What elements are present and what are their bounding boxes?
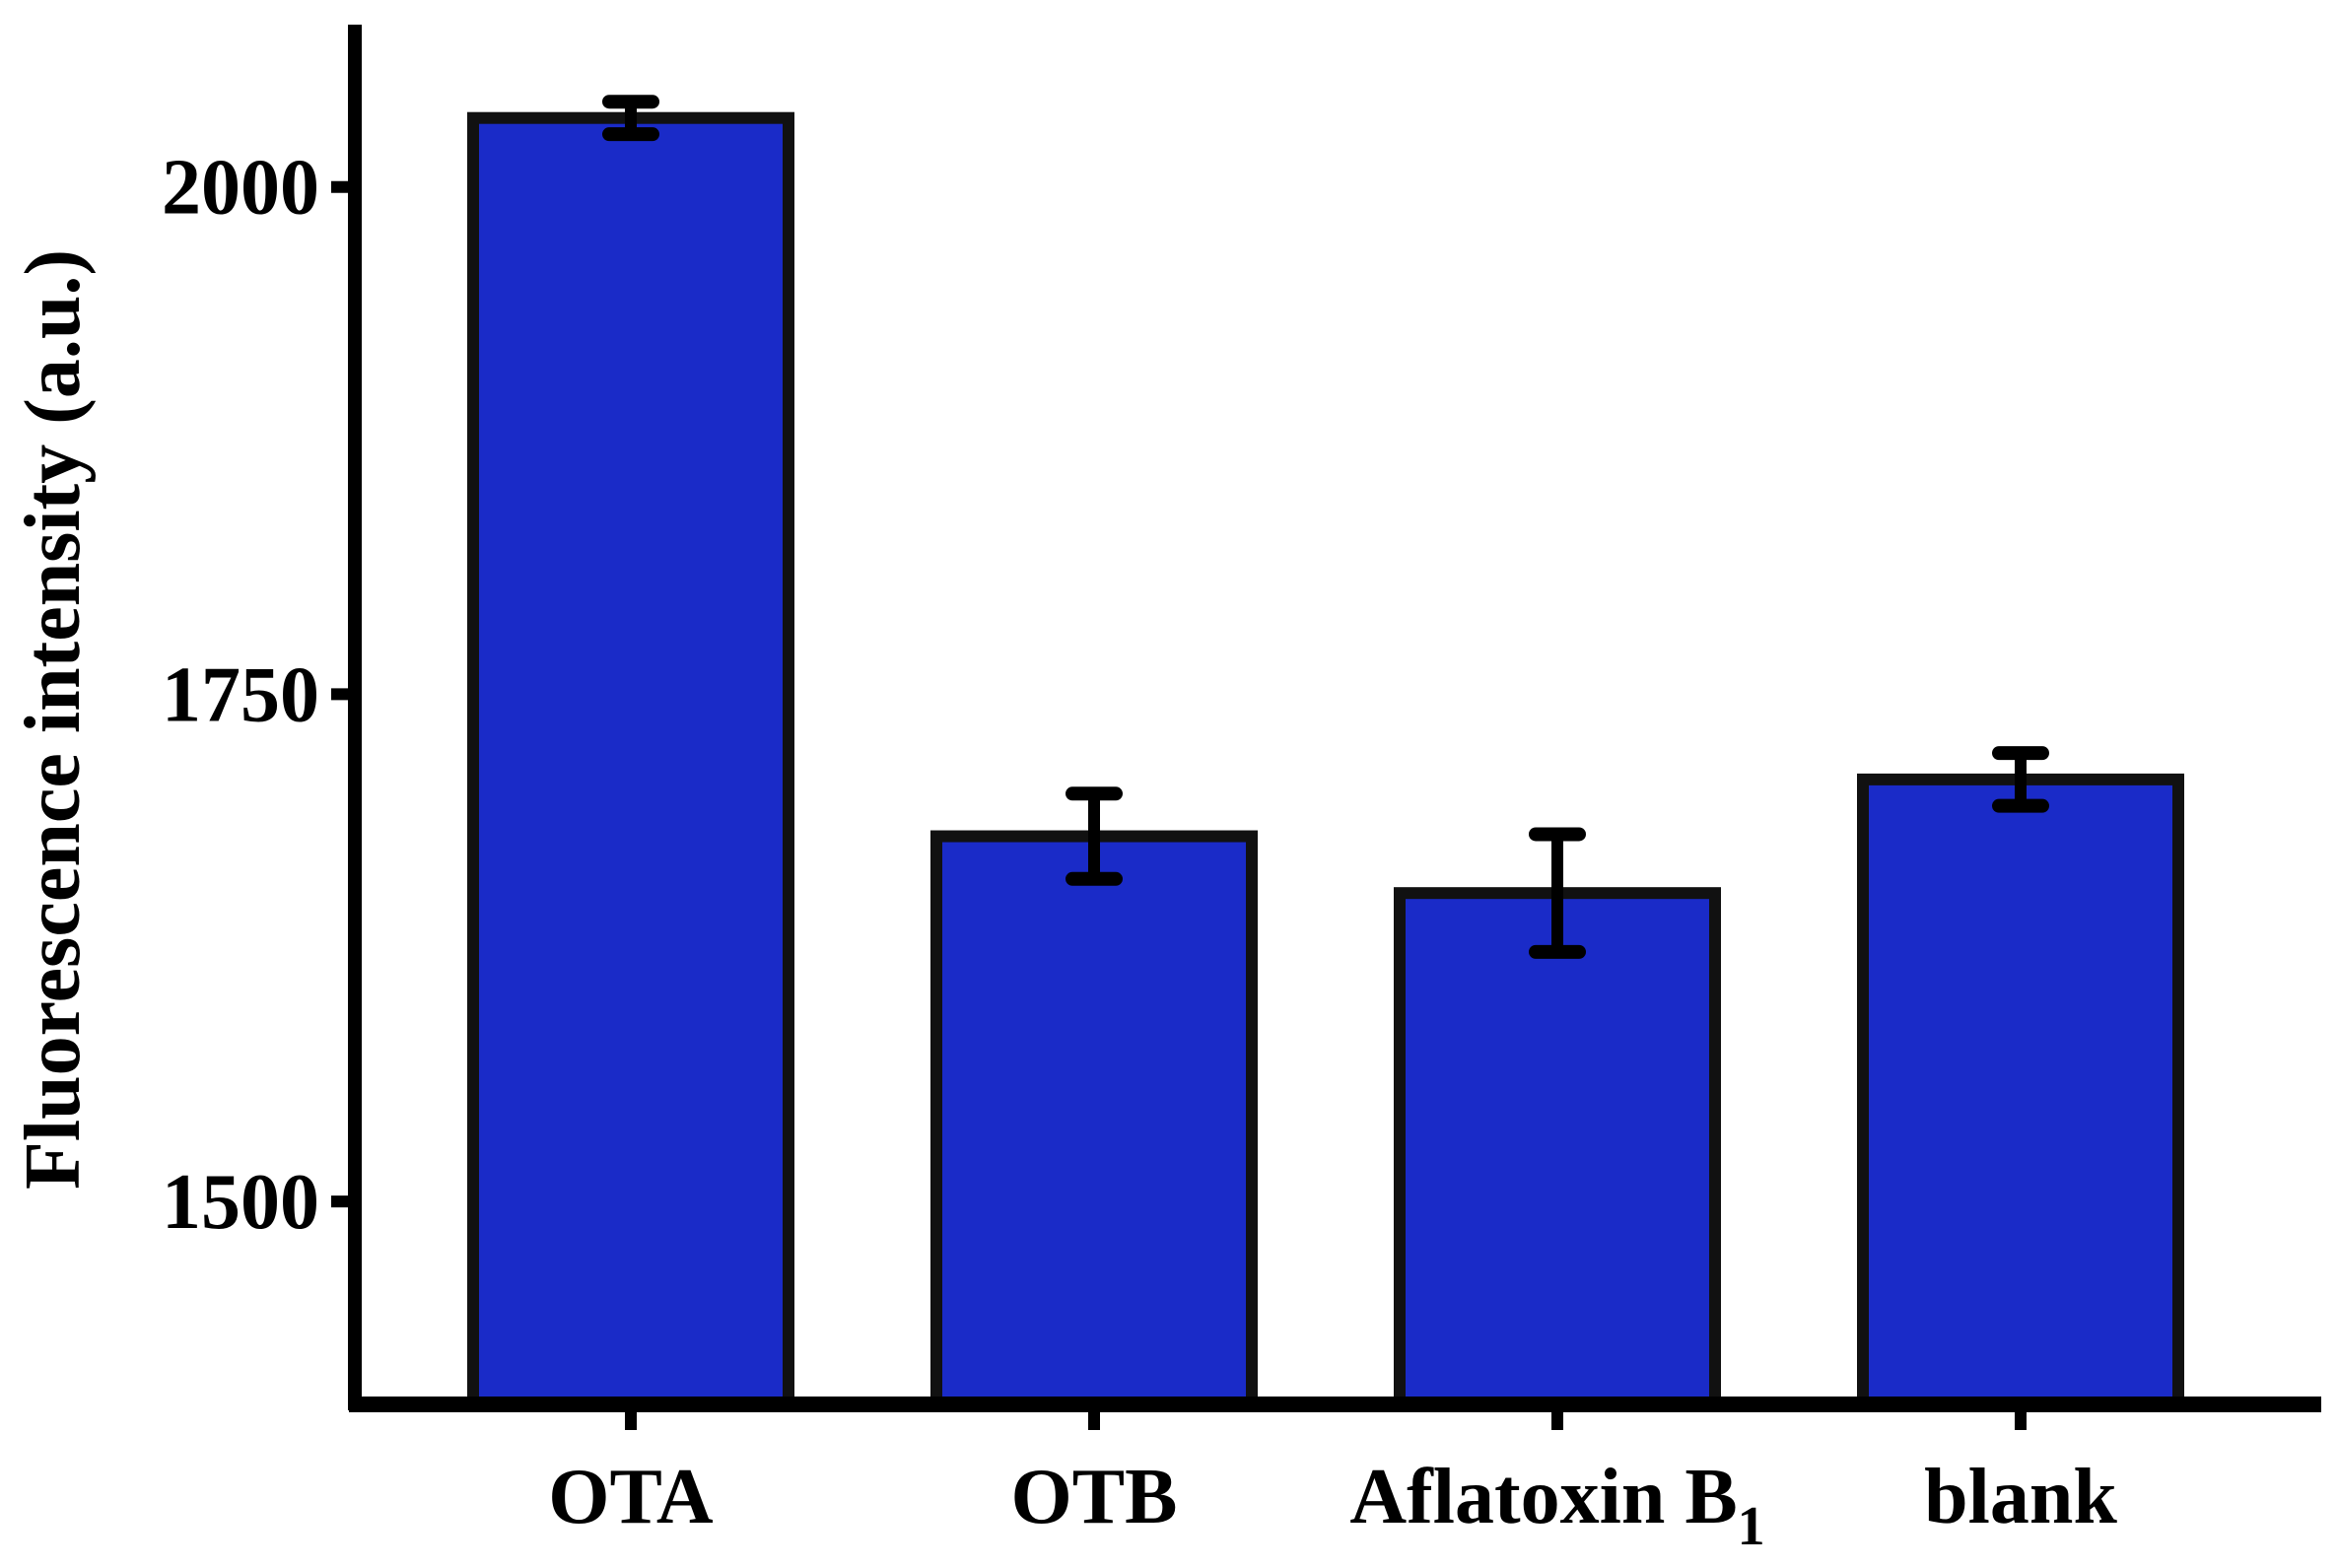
y-axis-title: Fluorescence intensity (a.u.) (10, 249, 97, 1190)
error-bars-group (602, 95, 2049, 959)
axes-group (331, 25, 2321, 1430)
y-tick-label-2000: 2000 (162, 145, 319, 232)
y-tick-label-1750: 1750 (162, 651, 319, 738)
labels-group: 1500 1750 2000 OTA OTB Aflatoxin B1 blank Fluor… (10, 145, 2117, 1557)
bar-otb (930, 830, 1258, 1410)
bar-aflatoxin-b (1394, 887, 1721, 1410)
error-bar-blank (1992, 746, 2049, 813)
error-bar-aflatoxin-b (1529, 827, 1586, 959)
x-tick-label-aflatoxin-b: Aflatoxin B1 (1349, 1454, 1764, 1557)
bar-blank (1857, 773, 2184, 1410)
error-bar-ota (602, 95, 659, 142)
bars-group (467, 111, 2184, 1410)
bar-ota (467, 111, 794, 1410)
error-bar-otb (1066, 786, 1123, 886)
x-tick-label-otb: OTB (1011, 1454, 1178, 1540)
y-tick-label-1500: 1500 (162, 1159, 319, 1246)
x-tick-label-ota: OTA (548, 1454, 714, 1540)
x-tick-label-blank: blank (1924, 1454, 2117, 1540)
